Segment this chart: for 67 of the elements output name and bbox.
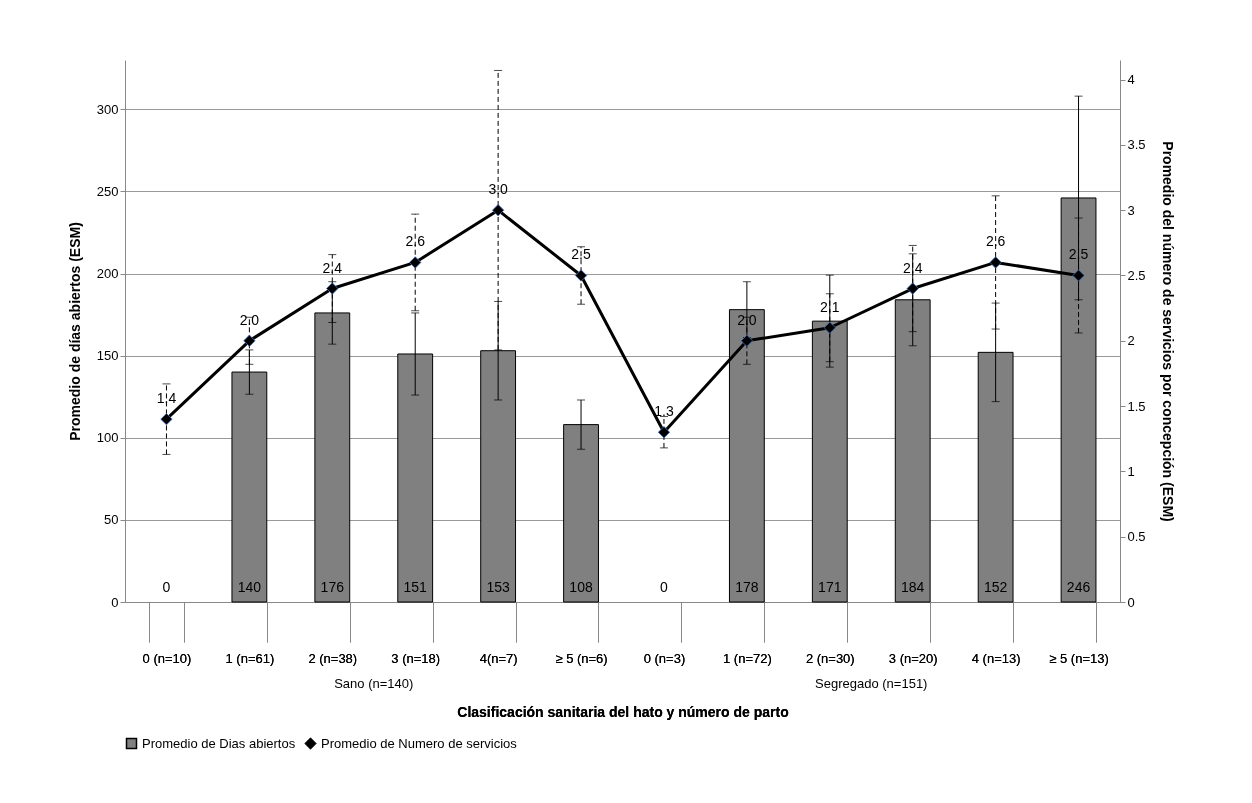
data-label: 153 — [486, 579, 511, 595]
data-label: 2.6 — [985, 233, 1006, 250]
point — [409, 256, 422, 269]
y-tick-label: 300 — [96, 101, 119, 117]
point — [989, 256, 1002, 269]
data-label: 0 — [162, 579, 171, 595]
x-tick-label: 1 (n=61) — [225, 650, 275, 666]
data-label: 1.4 — [156, 390, 177, 407]
point — [492, 204, 505, 217]
y2-tick-label: 3 — [1127, 202, 1135, 218]
x-tick-label: 0 (n=3) — [643, 650, 686, 666]
point — [823, 321, 836, 334]
x-tick-label: 3 (n=18) — [391, 650, 441, 666]
data-label: 2.6 — [405, 233, 426, 250]
x-tick-label: 4(n=7) — [479, 650, 518, 666]
y2-tick-label: 0.5 — [1127, 529, 1146, 545]
x-tick-label: 3 (n=20) — [888, 650, 938, 666]
y-tick-label: 0 — [111, 594, 119, 610]
y2-axis-title: Promedio del número de servicios por concepción (ESM) — [1159, 141, 1176, 522]
text: Sano (n=140) — [334, 676, 414, 691]
x-tick-label: 1 (n=72) — [722, 650, 772, 666]
x-tick-label: 0 (n=10) — [142, 650, 192, 666]
point — [1072, 269, 1085, 282]
data-label: 3.0 — [488, 181, 509, 198]
data-label: 0 — [660, 579, 669, 595]
point — [740, 334, 753, 347]
y-tick-label: 50 — [104, 512, 119, 528]
data-label: 171 — [818, 579, 842, 595]
x-tick-label: 2 (n=30) — [805, 650, 855, 666]
legend-label: Promedio de Dias abiertos — [142, 735, 296, 751]
point — [243, 334, 256, 347]
x-tick-label: 2 (n=38) — [308, 650, 358, 666]
data-label: 178 — [735, 579, 759, 595]
legend-label: Promedio de Numero de servicios — [321, 735, 518, 751]
data-label: 246 — [1066, 579, 1091, 595]
y-axis-title: Promedio de días abiertos (ESM) — [66, 222, 83, 441]
y2-tick-label: 1 — [1127, 463, 1135, 479]
y-tick-label: 150 — [96, 348, 119, 364]
x-tick-label: ≥ 5 (n=13) — [1049, 650, 1109, 666]
point — [160, 413, 173, 426]
data-label: 2.4 — [322, 259, 343, 276]
data-label: 2.0 — [239, 311, 260, 328]
y2-tick-label: 2.5 — [1127, 267, 1146, 283]
data-label: 184 — [901, 579, 925, 595]
data-label: 152 — [983, 579, 1008, 595]
data-label: 140 — [237, 579, 262, 595]
point — [326, 282, 339, 295]
y2-tick-label: 2 — [1127, 333, 1135, 349]
text: Segregado (n=151) — [815, 676, 928, 691]
data-label: 2.5 — [571, 246, 591, 263]
y-tick-label: 100 — [96, 430, 119, 446]
x-axis-title: Clasificación sanitaria del hato y número de parto — [457, 703, 789, 720]
data-label: 108 — [569, 579, 593, 595]
data-label: 176 — [320, 579, 345, 595]
data-label: 151 — [403, 579, 428, 595]
point — [657, 426, 671, 439]
y2-tick-label: 1.5 — [1127, 398, 1146, 414]
x-tick-label: 4 (n=13) — [971, 650, 1021, 666]
y-tick-label: 200 — [96, 266, 119, 282]
y2-tick-label: 4 — [1127, 72, 1135, 88]
y2-tick-label: 3.5 — [1127, 137, 1146, 153]
data-label: 1.3 — [654, 403, 674, 420]
x-tick-label: ≥ 5 (n=6) — [555, 650, 608, 666]
y2-tick-label: 0 — [1127, 594, 1135, 610]
y-tick-label: 250 — [96, 183, 119, 199]
point — [574, 269, 588, 282]
point — [906, 282, 919, 295]
